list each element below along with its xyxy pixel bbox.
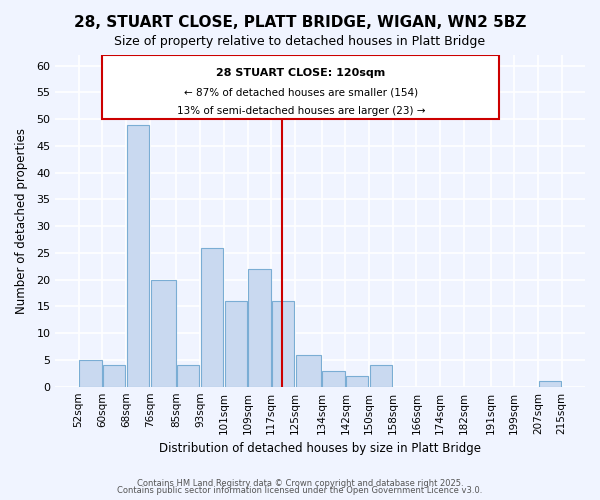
Y-axis label: Number of detached properties: Number of detached properties: [15, 128, 28, 314]
Bar: [151, 280, 176, 386]
Bar: [201, 248, 223, 386]
Bar: [248, 269, 271, 386]
Text: Size of property relative to detached houses in Platt Bridge: Size of property relative to detached ho…: [115, 35, 485, 48]
Bar: [370, 366, 392, 386]
Bar: [79, 360, 101, 386]
FancyBboxPatch shape: [103, 55, 499, 119]
Bar: [296, 354, 321, 386]
Text: 28 STUART CLOSE: 120sqm: 28 STUART CLOSE: 120sqm: [216, 68, 386, 78]
Bar: [224, 301, 247, 386]
Text: Contains public sector information licensed under the Open Government Licence v3: Contains public sector information licen…: [118, 486, 482, 495]
Bar: [322, 370, 344, 386]
Bar: [272, 301, 294, 386]
Bar: [346, 376, 368, 386]
Bar: [103, 366, 125, 386]
Bar: [539, 382, 561, 386]
Text: Contains HM Land Registry data © Crown copyright and database right 2025.: Contains HM Land Registry data © Crown c…: [137, 478, 463, 488]
Text: ← 87% of detached houses are smaller (154): ← 87% of detached houses are smaller (15…: [184, 87, 418, 97]
X-axis label: Distribution of detached houses by size in Platt Bridge: Distribution of detached houses by size …: [159, 442, 481, 455]
Bar: [177, 366, 199, 386]
Text: 28, STUART CLOSE, PLATT BRIDGE, WIGAN, WN2 5BZ: 28, STUART CLOSE, PLATT BRIDGE, WIGAN, W…: [74, 15, 526, 30]
Text: 13% of semi-detached houses are larger (23) →: 13% of semi-detached houses are larger (…: [176, 106, 425, 116]
Bar: [127, 124, 149, 386]
